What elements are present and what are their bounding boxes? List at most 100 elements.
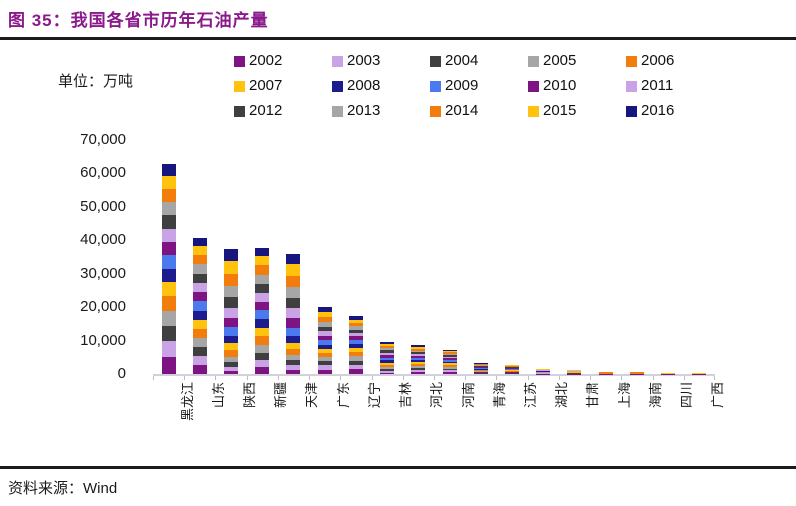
bar-segment-2015 [442, 350, 457, 353]
bar-segment-2006 [192, 329, 207, 339]
bar-segment-2009 [411, 358, 426, 361]
bar-segment-2009 [224, 327, 239, 336]
bar-segment-2008 [317, 344, 332, 349]
bar-segment-2007 [224, 343, 239, 351]
x-tick-mark [714, 376, 715, 380]
bar-segment-2003 [286, 364, 301, 370]
bar-segment-2011 [473, 366, 488, 368]
x-tick-mark [153, 376, 154, 380]
bar-segment-2002 [380, 372, 395, 374]
stacked-bar-海南 [629, 372, 644, 374]
legend-swatch-2016 [626, 105, 637, 117]
bar-segment-2009 [505, 369, 520, 370]
legend-swatch-2011 [626, 80, 637, 92]
bar-segment-2004 [224, 362, 239, 368]
bar-segment-2013 [505, 366, 520, 368]
bottom-divider [0, 466, 796, 469]
bar-segment-2003 [224, 367, 239, 371]
bar-segment-2015 [192, 245, 207, 255]
stacked-bar-河北 [411, 345, 426, 374]
bar-segment-2005 [348, 356, 363, 361]
bar-slot [684, 140, 715, 374]
bar-segment-2008 [348, 343, 363, 348]
stacked-bar-青海 [473, 362, 488, 374]
bar-segment-2010 [442, 358, 457, 361]
bar-segment-2009 [317, 340, 332, 345]
bar-slot [278, 140, 309, 374]
x-label-slot: 陕西 [215, 380, 257, 460]
legend-swatch-2008 [332, 80, 343, 92]
bar-slot [247, 140, 278, 374]
bar-segment-2008 [192, 310, 207, 320]
bar-slot [559, 140, 590, 374]
bar-segment-2014 [505, 365, 520, 367]
bar-segment-2002 [317, 369, 332, 374]
legend-swatch-2002 [234, 55, 245, 67]
legend-label: 2007 [249, 77, 283, 94]
bar-segment-2002 [255, 367, 270, 374]
bar-segment-2012 [161, 215, 176, 229]
bar-slot [215, 140, 246, 374]
legend-item-2011: 2011 [626, 78, 724, 94]
legend-swatch-2012 [234, 105, 245, 117]
x-axis-ticks [153, 376, 715, 381]
x-axis-labels: 黑龙江 山东 陕西 新疆 天津 广东 辽宁 吉林 河北 河南 青海 江苏 湖北 甘肃 上海 海南 四川 广西 [153, 380, 726, 460]
legend-label: 2010 [543, 77, 577, 94]
bar-segment-2005 [473, 371, 488, 372]
bar-segment-2007 [317, 348, 332, 353]
bar-segment-2014 [317, 317, 332, 323]
x-tick-mark [184, 376, 186, 380]
bar-segment-2012 [348, 329, 363, 333]
y-tick-label: 30,000 [80, 264, 126, 282]
stacked-bar-山东 [192, 237, 207, 374]
bar-segment-2005 [442, 366, 457, 369]
bar-segment-2016 [161, 163, 176, 176]
legend-swatch-2003 [332, 55, 343, 67]
bar-segment-2008 [161, 268, 176, 283]
bar-slot [528, 140, 559, 374]
legend-label: 2003 [347, 52, 381, 69]
bar-segment-2009 [192, 301, 207, 311]
bar-segment-2016 [348, 316, 363, 320]
legend-item-2014: 2014 [430, 103, 528, 119]
bar-segment-2008 [442, 361, 457, 364]
bar-segment-2013 [255, 274, 270, 284]
stacked-bar-广西 [692, 372, 707, 374]
x-label-slot: 海南 [621, 380, 663, 460]
stacked-bar-陕西 [224, 249, 239, 374]
bar-slot [340, 140, 371, 374]
x-label-slot: 天津 [278, 380, 319, 460]
bar-segment-2016 [224, 249, 239, 262]
legend-item-2005: 2005 [528, 53, 626, 69]
x-tick-mark [402, 376, 404, 380]
legend-swatch-2015 [528, 105, 539, 117]
bar-segment-2004 [317, 360, 332, 366]
bar-slot [403, 140, 434, 374]
bar-segment-2007 [505, 370, 520, 372]
x-label-slot: 江苏 [496, 380, 538, 460]
y-tick-label: 60,000 [80, 164, 126, 182]
bar-segment-2002 [224, 370, 239, 374]
bar-segment-2008 [411, 360, 426, 363]
x-label-slot: 黑龙江 [153, 380, 195, 460]
bar-segment-2013 [442, 353, 457, 356]
bar-segment-2016 [192, 237, 207, 246]
x-label-slot: 辽宁 [340, 380, 382, 460]
x-label-slot: 上海 [590, 380, 632, 460]
x-tick-mark [683, 376, 685, 380]
bar-segment-2004 [442, 368, 457, 371]
bar-segment-2003 [192, 356, 207, 366]
bar-segment-2015 [255, 256, 270, 266]
bar-segment-2009 [161, 255, 176, 269]
legend-swatch-2013 [332, 105, 343, 117]
y-axis-labels: 70,000 60,000 50,000 40,000 30,000 20,000 10,0… [0, 132, 126, 382]
stacked-bar-河南 [442, 349, 457, 374]
x-tick-mark [590, 376, 592, 380]
bar-segment-2015 [317, 311, 332, 318]
legend-item-2012: 2012 [234, 103, 332, 119]
bar-segment-2013 [224, 285, 239, 298]
bar-segment-2004 [411, 368, 426, 371]
bar-segment-2002 [442, 372, 457, 374]
x-tick-mark [246, 376, 248, 380]
